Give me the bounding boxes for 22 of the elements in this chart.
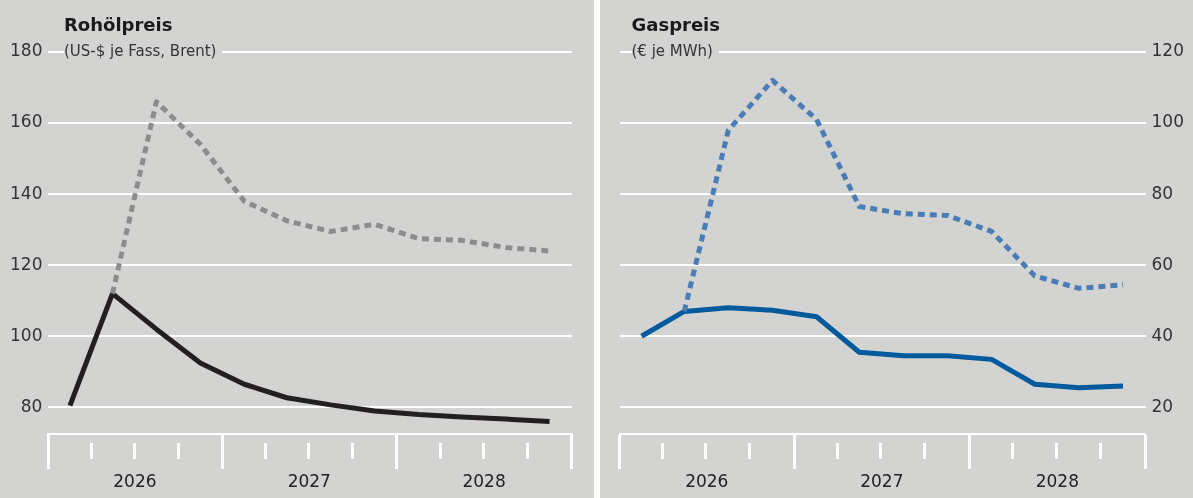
x-tick-label: 2026 — [684, 470, 728, 491]
chart-title: Gaspreis — [631, 14, 720, 35]
x-tick-label: 2028 — [462, 470, 506, 491]
y2-tick-label: 60 — [1151, 253, 1173, 274]
chart-subtitle: (US-$ je Fass, Brent) — [64, 42, 223, 60]
y2-tick-label: 40 — [1151, 324, 1173, 345]
y-tick-label: 80 — [20, 395, 43, 416]
y-tick-label: 100 — [9, 324, 43, 345]
y-tick-label: 120 — [9, 253, 43, 274]
y2-tick-label: 80 — [1151, 182, 1173, 203]
chart-subtitle: (€ je MWh) — [631, 42, 719, 60]
x-tick-label: 2026 — [113, 470, 157, 491]
y2-tick-label: 20 — [1151, 395, 1173, 416]
y-tick-label: 140 — [9, 182, 43, 203]
x-tick-label: 2028 — [1035, 470, 1079, 491]
x-tick-label: 2027 — [287, 470, 331, 491]
chart-title: Rohölpreis — [64, 14, 173, 35]
y2-tick-label: 100 — [1151, 111, 1184, 132]
x-tick-label: 2027 — [859, 470, 903, 491]
y-tick-label: 180 — [9, 40, 43, 61]
y-tick-label: 160 — [9, 111, 43, 132]
y2-tick-label: 120 — [1151, 40, 1184, 61]
